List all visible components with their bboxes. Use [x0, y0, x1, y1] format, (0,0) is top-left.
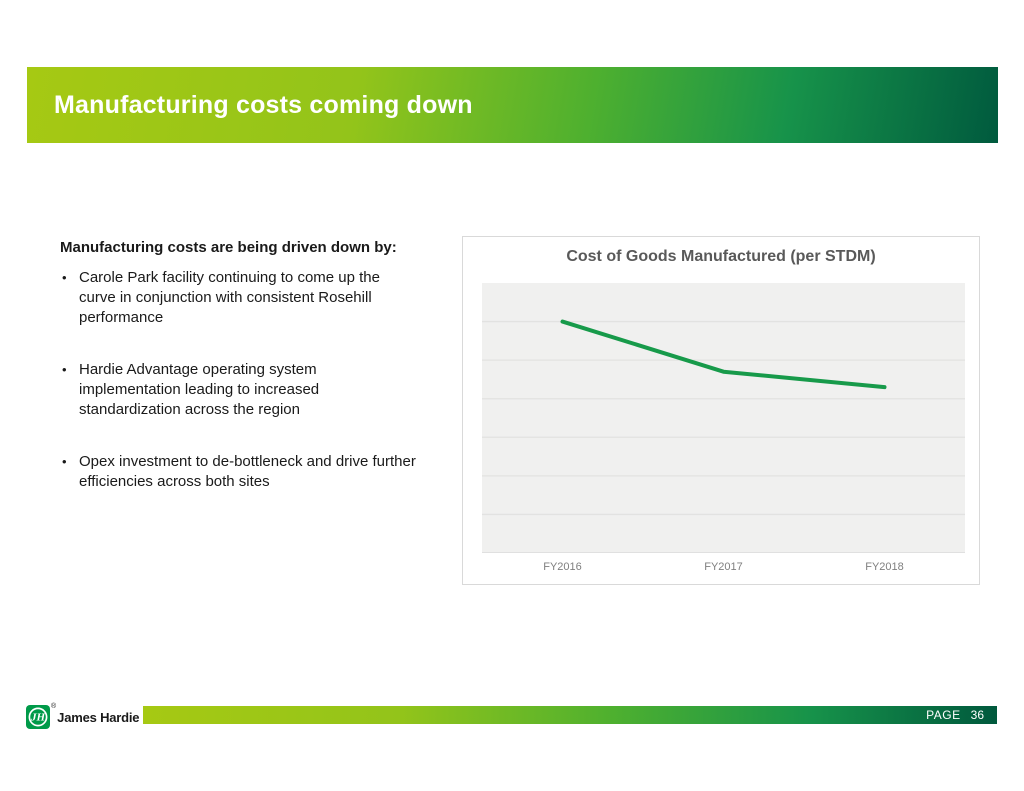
list-item: • Carole Park facility continuing to com…: [60, 268, 416, 328]
bullet-icon: •: [62, 362, 67, 377]
company-logo: JH ® James Hardie: [26, 702, 140, 729]
footer-gradient-bar: PAGE 36: [143, 706, 997, 724]
svg-text:JH: JH: [30, 712, 46, 724]
brand-name: James Hardie: [57, 710, 140, 725]
chart-plot-area: [482, 283, 965, 553]
x-axis-tick: FY2016: [543, 561, 582, 573]
cogm-chart-panel: Cost of Goods Manufactured (per STDM) FY…: [462, 236, 980, 585]
x-axis-tick: FY2018: [865, 561, 904, 573]
bullet-list: • Carole Park facility continuing to com…: [60, 268, 416, 492]
bullet-text: Carole Park facility continuing to come …: [79, 269, 380, 326]
chart-x-axis: FY2016 FY2017 FY2018: [482, 561, 965, 573]
bullet-text: Hardie Advantage operating system implem…: [79, 361, 320, 418]
bullet-text: Opex investment to de-bottleneck and dri…: [79, 453, 416, 490]
james-hardie-logo-icon: JH: [26, 705, 50, 729]
chart-title: Cost of Goods Manufactured (per STDM): [566, 248, 876, 265]
cogm-line-svg: [482, 319, 965, 516]
page-number: 36: [970, 708, 984, 722]
body-text-column: Manufacturing costs are being driven dow…: [60, 238, 416, 524]
slide-title: Manufacturing costs coming down: [54, 90, 473, 119]
list-item: • Hardie Advantage operating system impl…: [60, 360, 416, 420]
slide-header-banner: Manufacturing costs coming down: [27, 67, 998, 143]
x-axis-tick: FY2017: [704, 561, 743, 573]
content-heading: Manufacturing costs are being driven dow…: [60, 239, 397, 256]
list-item: • Opex investment to de-bottleneck and d…: [60, 452, 416, 492]
bullet-icon: •: [62, 270, 67, 285]
bullet-icon: •: [62, 454, 67, 469]
page-label: PAGE: [926, 708, 961, 722]
registered-trademark-icon: ®: [51, 703, 57, 710]
